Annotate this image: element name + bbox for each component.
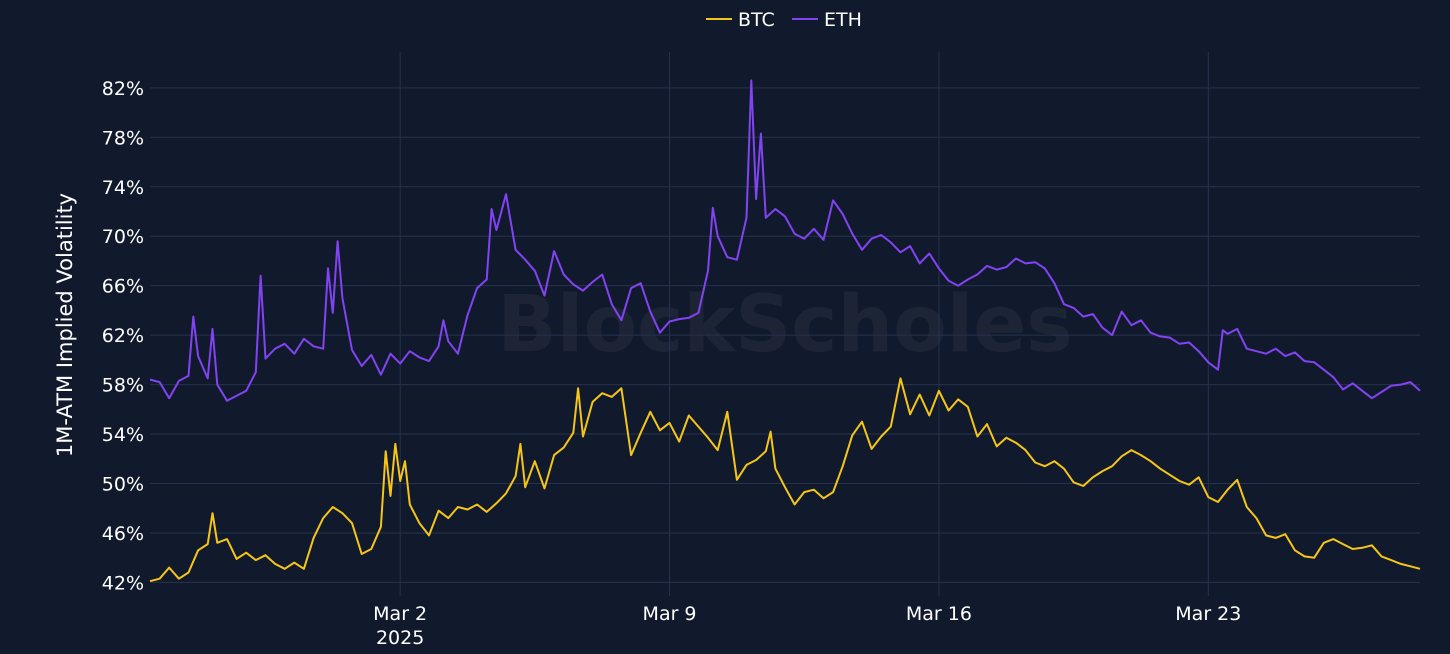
watermark-logo: BlockScholes	[497, 280, 1072, 370]
y-tick-label: 62%	[102, 325, 144, 347]
y-tick-label: 54%	[102, 424, 144, 446]
x-tick-label: Mar 9	[643, 603, 697, 625]
y-tick-label: 42%	[102, 572, 144, 594]
y-tick-label: 78%	[102, 127, 144, 149]
y-tick-label: 58%	[102, 375, 144, 397]
legend-label: ETH	[824, 9, 862, 31]
y-tick-label: 46%	[102, 523, 144, 545]
grid	[150, 52, 1420, 596]
y-tick-label: 50%	[102, 473, 144, 495]
series-line-eth	[149, 79, 1421, 402]
legend-item-eth[interactable]: ETH	[792, 9, 862, 31]
x-tick-label: Mar 23	[1175, 603, 1241, 625]
legend[interactable]: BTC ETH	[706, 9, 862, 31]
y-axis-ticks: 42% 46% 50% 54% 58% 62% 66% 70% 74% 78% 82%	[102, 78, 144, 595]
y-tick-label: 70%	[102, 226, 144, 248]
y-tick-label: 82%	[102, 78, 144, 100]
x-tick-year-label: 2025	[376, 627, 424, 649]
y-tick-label: 74%	[102, 177, 144, 199]
series-line-btc	[149, 377, 1421, 583]
x-tick-label: Mar 16	[906, 603, 972, 625]
legend-item-btc[interactable]: BTC	[706, 9, 775, 31]
x-tick-label: Mar 2	[373, 603, 427, 625]
legend-label: BTC	[738, 9, 775, 31]
y-axis-label: 1M-ATM Implied Volatility	[53, 193, 77, 457]
series-lines	[149, 79, 1421, 583]
y-tick-label: 66%	[102, 276, 144, 298]
